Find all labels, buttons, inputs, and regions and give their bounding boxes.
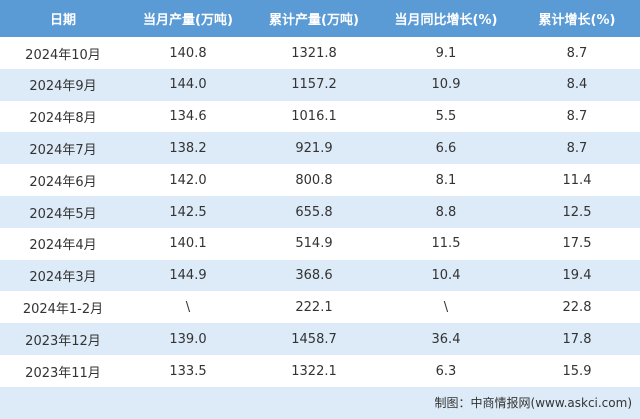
table-cell: 8.1 bbox=[435, 172, 457, 188]
table-cell: 2024年5月 bbox=[29, 206, 97, 222]
table-cell: 139.0 bbox=[169, 331, 207, 347]
table-cell: 10.9 bbox=[431, 77, 461, 93]
table-row: 2024年4月 140.1 514.9 11.5 17.5 bbox=[0, 227, 640, 260]
table-cell: 2024年9月 bbox=[29, 79, 97, 95]
table-cell: 921.9 bbox=[295, 140, 333, 156]
table-cell: 142.0 bbox=[169, 172, 207, 188]
table-cell: 2023年11月 bbox=[25, 365, 101, 381]
table-cell: 8.8 bbox=[435, 204, 457, 220]
table-cell: 17.5 bbox=[562, 236, 592, 252]
table-row: 2024年6月 142.0 800.8 8.1 11.4 bbox=[0, 164, 640, 197]
table-row: 2024年9月 144.0 1157.2 10.9 8.4 bbox=[0, 68, 640, 101]
table-cell: 8.7 bbox=[566, 45, 588, 61]
table-cell: 8.7 bbox=[566, 109, 588, 125]
column-header: 日期 bbox=[49, 13, 76, 28]
table-cell: 1458.7 bbox=[291, 331, 337, 347]
table-cell: 655.8 bbox=[295, 204, 333, 220]
table-cell: 5.5 bbox=[435, 109, 457, 125]
table-cell: 222.1 bbox=[295, 299, 333, 315]
table-row: 2024年8月 134.6 1016.1 5.5 8.7 bbox=[0, 100, 640, 133]
table-cell: 368.6 bbox=[295, 268, 333, 284]
table-cell: 140.1 bbox=[169, 236, 207, 252]
table-cell: 1157.2 bbox=[291, 77, 337, 93]
table-cell: 2023年12月 bbox=[25, 333, 101, 349]
table-cell: 142.5 bbox=[169, 204, 207, 220]
table-cell: 2024年4月 bbox=[29, 238, 97, 254]
table-row: 2024年1-2月 \ 222.1 \ 22.8 bbox=[0, 291, 640, 324]
table-cell: 10.4 bbox=[431, 268, 461, 284]
table-cell: 133.5 bbox=[169, 363, 207, 379]
column-header: 累计产量(万吨) bbox=[269, 13, 359, 28]
table-row: 2023年12月 139.0 1458.7 36.4 17.8 bbox=[0, 323, 640, 356]
table-cell: 1322.1 bbox=[291, 363, 337, 379]
table-cell: 8.4 bbox=[566, 77, 588, 93]
table-cell: 2024年10月 bbox=[25, 47, 101, 63]
table-cell: 514.9 bbox=[295, 236, 333, 252]
table-cell: 6.3 bbox=[435, 363, 457, 379]
table-header: 日期 当月产量(万吨) 累计产量(万吨) 当月同比增长(%) 累计增长(%) bbox=[0, 0, 640, 37]
table-cell: 19.4 bbox=[562, 268, 592, 284]
table-cell: 15.9 bbox=[562, 363, 592, 379]
source-note: 制图：中商情报网(www.askci.com) bbox=[434, 396, 632, 410]
table-cell: 2024年7月 bbox=[29, 142, 97, 158]
table-row: 2024年10月 140.8 1321.8 9.1 8.7 bbox=[0, 37, 640, 69]
table-cell: 36.4 bbox=[431, 331, 461, 347]
table-row: 2024年3月 144.9 368.6 10.4 19.4 bbox=[0, 259, 640, 292]
column-header: 当月产量(万吨) bbox=[143, 13, 233, 28]
table-cell: 140.8 bbox=[169, 45, 207, 61]
table-cell: 17.8 bbox=[562, 331, 592, 347]
table-cell: 8.7 bbox=[566, 140, 588, 156]
table-cell: 6.6 bbox=[435, 140, 457, 156]
table-cell: 144.0 bbox=[169, 77, 207, 93]
table-cell: 2024年8月 bbox=[29, 111, 97, 127]
table-cell: 9.1 bbox=[435, 45, 457, 61]
table-row: 2024年7月 138.2 921.9 6.6 8.7 bbox=[0, 132, 640, 165]
table-row: 2023年11月 133.5 1322.1 6.3 15.9 bbox=[0, 355, 640, 387]
table-cell: 2024年1-2月 bbox=[22, 301, 104, 317]
table-cell: \ bbox=[185, 299, 191, 315]
table-cell: 11.5 bbox=[431, 236, 461, 252]
column-header: 累计增长(%) bbox=[538, 13, 616, 28]
table-cell: 800.8 bbox=[295, 172, 333, 188]
table-cell: 22.8 bbox=[562, 299, 592, 315]
table-cell: 2024年6月 bbox=[29, 174, 97, 190]
table-cell: 12.5 bbox=[562, 204, 592, 220]
table-cell: 1321.8 bbox=[291, 45, 337, 61]
column-header: 当月同比增长(%) bbox=[394, 13, 498, 28]
table-cell: 2024年3月 bbox=[29, 270, 97, 286]
table-cell: 144.9 bbox=[169, 268, 207, 284]
table-cell: 138.2 bbox=[169, 140, 207, 156]
table-cell: \ bbox=[443, 299, 449, 315]
table-cell: 11.4 bbox=[562, 172, 592, 188]
table-row: 2024年5月 142.5 655.8 8.8 12.5 bbox=[0, 196, 640, 228]
table-cell: 134.6 bbox=[169, 109, 207, 125]
table-cell: 1016.1 bbox=[291, 109, 337, 125]
